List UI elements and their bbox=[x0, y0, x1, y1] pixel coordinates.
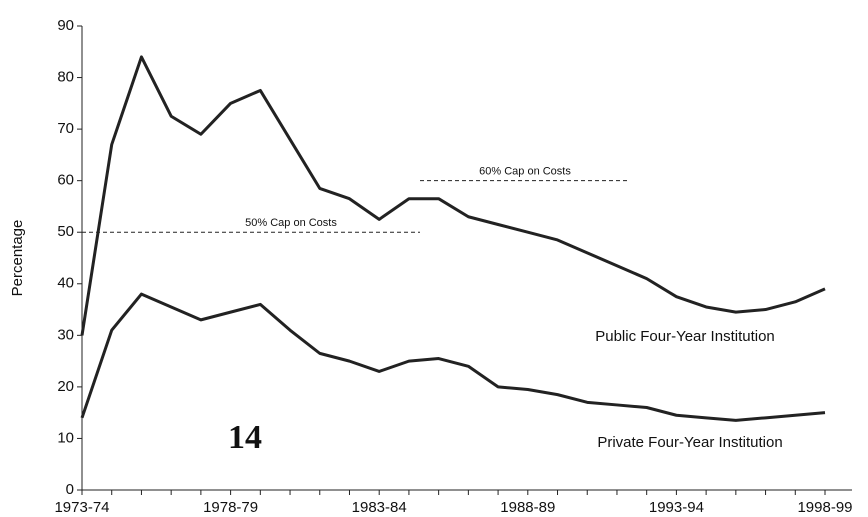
page-number: 14 bbox=[228, 419, 262, 456]
x-tick-label: 1988-89 bbox=[500, 499, 555, 516]
series-line bbox=[80, 55, 826, 336]
x-tick-label: 1973-74 bbox=[54, 499, 109, 516]
y-tick-label: 90 bbox=[57, 17, 74, 34]
x-tick-label: 1978-79 bbox=[203, 499, 258, 516]
y-tick-label: 20 bbox=[57, 378, 74, 395]
reference-label: 50% Cap on Costs bbox=[245, 217, 337, 229]
x-tick-label: 1993-94 bbox=[649, 499, 704, 516]
y-tick-label: 50 bbox=[57, 223, 74, 240]
y-tick-label: 70 bbox=[57, 120, 74, 137]
series-label: Public Four-Year Institution bbox=[595, 328, 775, 345]
y-tick-label: 80 bbox=[57, 69, 74, 86]
series-line bbox=[80, 292, 826, 422]
reference-label: 60% Cap on Costs bbox=[479, 166, 571, 178]
y-axis-label: Percentage bbox=[9, 220, 26, 297]
series-label: Private Four-Year Institution bbox=[597, 434, 782, 451]
y-tick-label: 40 bbox=[57, 275, 74, 292]
x-tick-label: 1998-99 bbox=[797, 499, 852, 516]
x-tick-label: 1983-84 bbox=[352, 499, 407, 516]
y-tick-label: 10 bbox=[57, 429, 74, 446]
y-tick-label: 60 bbox=[57, 172, 74, 189]
y-tick-label: 0 bbox=[66, 481, 74, 498]
y-tick-label: 30 bbox=[57, 326, 74, 343]
